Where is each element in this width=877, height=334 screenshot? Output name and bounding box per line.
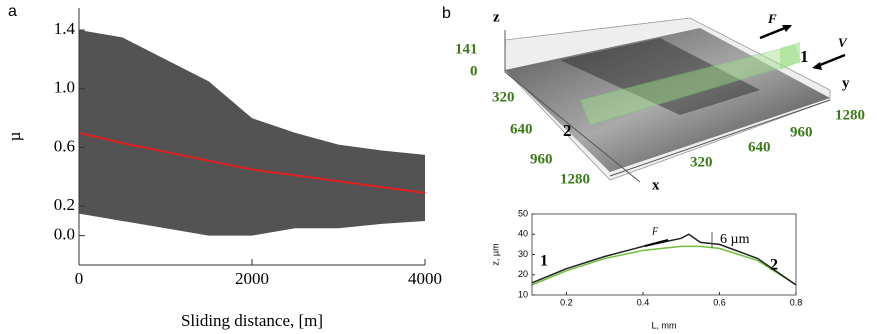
x-tick-label: 0.6 bbox=[713, 297, 726, 307]
x-tick-label: 0 bbox=[75, 269, 84, 288]
x-axis-label: Sliding distance, [m] bbox=[181, 311, 323, 330]
x-tick-label: 640 bbox=[510, 121, 533, 137]
z-tick-label: 141 bbox=[455, 41, 478, 57]
annotation: 2 bbox=[770, 257, 778, 274]
arrow bbox=[644, 239, 669, 247]
panel-label: b bbox=[442, 5, 451, 22]
axis-label: y bbox=[842, 75, 850, 91]
y-tick-label: 0.0 bbox=[54, 225, 75, 244]
annotation: 1 bbox=[800, 47, 809, 66]
y-tick-label: 0.6 bbox=[54, 136, 75, 155]
x-tick-label: 960 bbox=[530, 151, 553, 167]
axis-label: x bbox=[652, 177, 660, 193]
y-tick-label: 30 bbox=[518, 249, 528, 259]
surface-3d bbox=[504, 17, 846, 183]
x-tick-label: 0.8 bbox=[790, 297, 803, 307]
annotation: V bbox=[838, 35, 848, 50]
x-tick-label: 1280 bbox=[560, 171, 590, 187]
y-tick-label: 0.2 bbox=[54, 195, 75, 214]
data-line bbox=[531, 233, 797, 286]
panel-label: a bbox=[8, 3, 17, 20]
annotation: 1 bbox=[540, 253, 548, 270]
y-tick-label: 1280 bbox=[835, 107, 865, 123]
y-tick-label: 960 bbox=[790, 124, 813, 140]
axis-label: z bbox=[493, 9, 500, 25]
y-tick-label: 40 bbox=[518, 229, 528, 239]
annotation: F bbox=[767, 11, 777, 26]
z-tick-label: 0 bbox=[470, 63, 478, 79]
y-tick-label: 320 bbox=[690, 154, 713, 170]
x-tick-label: 4000 bbox=[408, 269, 442, 288]
y-tick-label: 20 bbox=[518, 269, 528, 279]
x-tick-label: 2000 bbox=[235, 269, 269, 288]
x-tick-label: 0.4 bbox=[637, 297, 650, 307]
y-tick-label: 10 bbox=[518, 289, 528, 299]
y-tick-label: 50 bbox=[518, 208, 528, 218]
annotation: 2 bbox=[563, 121, 572, 140]
y-tick-label: 1.0 bbox=[54, 78, 75, 97]
y-tick-label: 1.4 bbox=[54, 19, 76, 38]
y-axis-label: z, µm bbox=[490, 243, 500, 265]
scatter-cloud bbox=[79, 30, 425, 236]
x-axis-label: L, mm bbox=[651, 320, 676, 330]
data-line bbox=[78, 131, 426, 195]
x-tick-label: 0.2 bbox=[560, 297, 573, 307]
annotation: F bbox=[651, 226, 659, 237]
x-tick-label: 320 bbox=[492, 89, 515, 105]
y-axis-label: µ bbox=[5, 131, 24, 141]
data-line bbox=[531, 245, 797, 286]
y-tick-label: 640 bbox=[748, 139, 771, 155]
annotation: 6 µm bbox=[720, 232, 750, 247]
plot-frame bbox=[531, 213, 797, 296]
